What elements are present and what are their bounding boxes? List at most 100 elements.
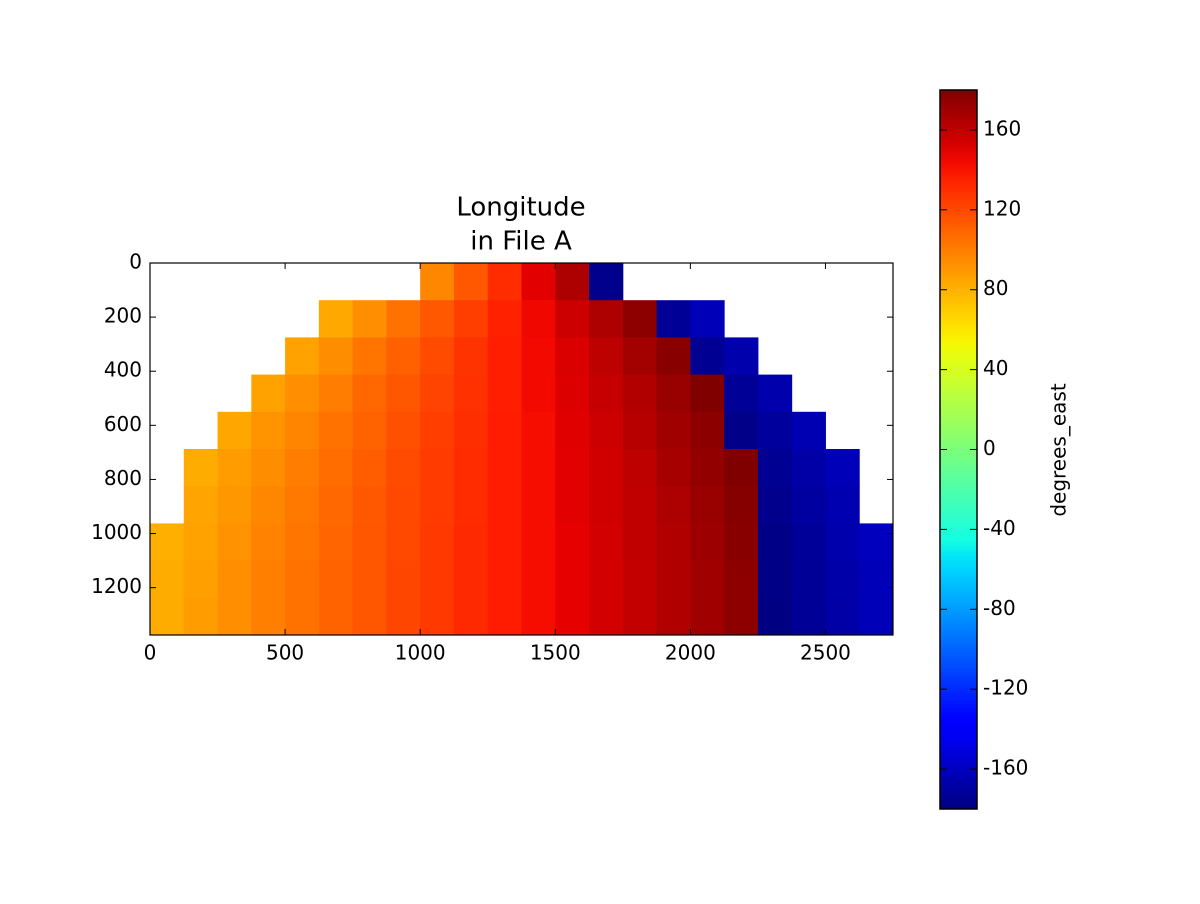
image-cell <box>251 374 286 413</box>
image-cell <box>453 597 489 636</box>
image-cell <box>589 300 624 338</box>
image-cell <box>757 449 793 487</box>
image-cell <box>150 560 185 599</box>
image-cell <box>453 560 489 599</box>
image-cell <box>589 523 624 562</box>
image-cell <box>352 411 387 450</box>
image-cell <box>487 486 522 524</box>
image-cell <box>757 486 793 524</box>
image-cell <box>690 449 725 487</box>
image-cell <box>757 523 793 562</box>
colorbar-label: degrees_east <box>1047 383 1071 516</box>
image-cell <box>318 374 354 413</box>
image-cell <box>352 337 387 376</box>
x-tick-label: 500 <box>266 641 304 665</box>
y-tick-label: 1000 <box>91 520 142 544</box>
image-cell <box>690 337 725 376</box>
image-cell <box>251 597 286 636</box>
x-tick-label: 1000 <box>395 641 446 665</box>
image-cell <box>251 411 286 450</box>
image-cell <box>487 449 522 487</box>
image-cell <box>521 449 556 487</box>
image-cell <box>555 486 590 524</box>
image-cell <box>791 523 826 562</box>
image-cell <box>453 486 489 524</box>
image-cell <box>724 411 759 450</box>
image-cell <box>656 337 691 376</box>
image-cell <box>825 449 860 487</box>
image-cell <box>690 486 725 524</box>
image-cell <box>589 597 624 636</box>
image-cell <box>589 263 624 301</box>
image-cell <box>555 449 590 487</box>
image-cell <box>757 374 793 413</box>
image-cell <box>859 523 894 562</box>
image-cell <box>453 337 489 376</box>
image-cell <box>555 597 590 636</box>
image-cell <box>656 523 691 562</box>
image-cell <box>521 560 556 599</box>
colorbar-tick-label: -80 <box>983 596 1016 620</box>
image-cell <box>217 411 252 450</box>
image-cell <box>217 449 252 487</box>
image-cell <box>690 300 725 338</box>
image-cell <box>285 597 320 636</box>
image-cell <box>352 486 387 524</box>
image-cell <box>791 486 826 524</box>
image-cell <box>521 263 556 301</box>
image-cell <box>622 449 658 487</box>
image-cell <box>386 486 421 524</box>
image-cell <box>487 374 522 413</box>
y-tick-label: 1200 <box>91 574 142 598</box>
image-cell <box>690 411 725 450</box>
image-cell <box>352 560 387 599</box>
image-cell <box>521 597 556 636</box>
colorbar-tick-label: 40 <box>983 356 1008 380</box>
image-cell <box>318 560 354 599</box>
y-tick-label: 400 <box>104 358 142 382</box>
image-cell <box>589 486 624 524</box>
image-cell <box>487 560 522 599</box>
image-cell <box>386 449 421 487</box>
image-cell <box>521 300 556 338</box>
image-cell <box>555 374 590 413</box>
image-cell <box>318 337 354 376</box>
image-cell <box>622 300 658 338</box>
image-cell <box>318 597 354 636</box>
y-tick-label: 200 <box>104 304 142 328</box>
image-cell <box>555 560 590 599</box>
image-cell <box>757 597 793 636</box>
image-cell <box>521 374 556 413</box>
image-cell <box>386 374 421 413</box>
image-cell <box>420 597 455 636</box>
image-cell <box>589 411 624 450</box>
image-cell <box>555 523 590 562</box>
image-cell <box>487 411 522 450</box>
image-cell <box>183 449 219 487</box>
image-cell <box>285 411 320 450</box>
colorbar-tick-label: 0 <box>983 436 996 460</box>
axes-frame <box>149 262 894 636</box>
image-cell <box>352 449 387 487</box>
image-cell <box>825 560 860 599</box>
x-tick-label: 2500 <box>800 641 851 665</box>
image-cell <box>589 560 624 599</box>
image-cell <box>859 597 894 636</box>
image-cell <box>487 263 522 301</box>
image-cell <box>453 374 489 413</box>
image-cell <box>420 374 455 413</box>
image-cell <box>183 486 219 524</box>
image-cell <box>285 337 320 376</box>
image-cell <box>285 523 320 562</box>
image-cell <box>420 486 455 524</box>
image-cell <box>724 337 759 376</box>
image-cell <box>183 597 219 636</box>
image-cell <box>825 523 860 562</box>
image-cell <box>150 597 185 636</box>
image-cell <box>420 263 455 301</box>
image-cell <box>656 597 691 636</box>
image-cell <box>453 263 489 301</box>
image-cell <box>251 523 286 562</box>
image-cell <box>217 597 252 636</box>
